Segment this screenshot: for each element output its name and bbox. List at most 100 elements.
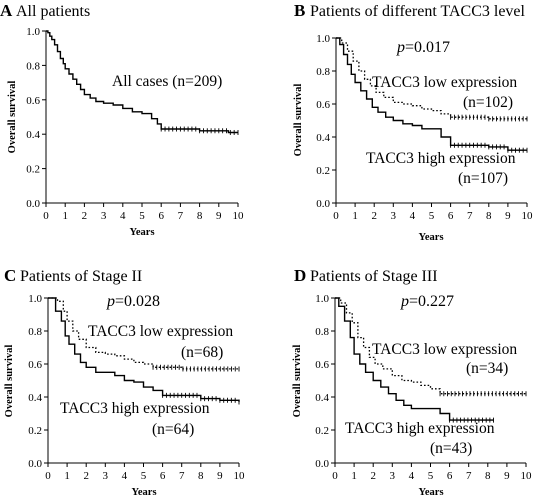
panel-b-pvalue: p=0.017 bbox=[396, 39, 450, 56]
panel-c-y-tick-label: 0.8 bbox=[28, 326, 42, 338]
panel-d-y-tick-label: 1.0 bbox=[315, 293, 329, 305]
panel-c-x-tick-label: 10 bbox=[234, 470, 246, 482]
panel-c-x-tick-label: 8 bbox=[198, 470, 204, 482]
panel-b-high-n: (n=107) bbox=[458, 170, 508, 187]
panel-d-y-tick-label: 0.4 bbox=[315, 392, 329, 404]
panel-letter-d: D bbox=[294, 266, 306, 285]
panel-c-x-tick-label: 1 bbox=[64, 470, 70, 482]
panel-c-high-label: TACC3 high expression bbox=[60, 400, 210, 417]
panel-d-x-tick-label: 2 bbox=[370, 470, 376, 482]
panel-a-x-tick-label: 3 bbox=[101, 210, 107, 222]
panel-a-title: All patients bbox=[16, 3, 90, 20]
panel-b-x-tick-label: 1 bbox=[352, 210, 358, 222]
panel-c-x-axis-title: Years bbox=[131, 487, 156, 498]
panel-a-x-tick-label: 7 bbox=[178, 210, 184, 222]
panel-d-low-n: (n=34) bbox=[466, 360, 508, 377]
panel-c: C Patients of Stage II 0 1 2 3 4 5 6 7 8 9 10 0.0 0… bbox=[4, 266, 245, 498]
panel-a-x-tick-label: 4 bbox=[120, 210, 126, 222]
panel-c-title: Patients of Stage II bbox=[20, 268, 142, 285]
panel-letter-b: B bbox=[294, 1, 305, 20]
panel-d-x-tick-label: 4 bbox=[409, 470, 415, 482]
panel-b-x-tick-label: 7 bbox=[467, 210, 473, 222]
panel-c-y-tick-label: 0.0 bbox=[28, 458, 42, 470]
panel-b-x-tick-label: 10 bbox=[522, 210, 534, 222]
panel-b-x-tick-label: 4 bbox=[410, 210, 416, 222]
panel-b-low-label: TACC3 low expression bbox=[372, 74, 517, 91]
panel-b-x-tick-label: 6 bbox=[448, 210, 454, 222]
panel-a-y-tick-label: 0.8 bbox=[26, 60, 40, 72]
panel-c-pvalue: p=0.028 bbox=[106, 293, 160, 310]
panel-c-high-n: (n=64) bbox=[152, 421, 194, 438]
panel-a-x-tick-label: 6 bbox=[158, 210, 164, 222]
panel-b-y-tick-label: 0.0 bbox=[316, 198, 330, 210]
panel-c-x-tick-label: 9 bbox=[217, 470, 223, 482]
panel-a-x-tick-label: 2 bbox=[82, 210, 88, 222]
panel-b-x-tick-label: 5 bbox=[429, 210, 435, 222]
panel-b: B Patients of different TACC3 level 0 1 2 3… bbox=[293, 1, 533, 243]
panel-d-y-tick-label: 0.0 bbox=[315, 458, 329, 470]
panel-c-low-n: (n=68) bbox=[181, 344, 223, 361]
panel-b-y-axis-title: Overall survival bbox=[293, 84, 304, 157]
panel-d-x-tick-label: 8 bbox=[485, 470, 491, 482]
panel-d-x-tick-label: 10 bbox=[521, 470, 533, 482]
panel-d-y-axis-title: Overall survival bbox=[292, 345, 303, 418]
panel-d: D Patients of Stage III 0 1 2 3 4 5 6 7 8 9 10 0.0… bbox=[292, 266, 532, 498]
panel-b-x-tick-label: 2 bbox=[371, 210, 377, 222]
panel-c-y-tick-label: 0.6 bbox=[28, 359, 42, 371]
panel-c-x-tick-label: 2 bbox=[83, 470, 89, 482]
panel-d-x-tick-label: 0 bbox=[332, 470, 338, 482]
panel-b-y-tick-label: 0.2 bbox=[316, 165, 330, 177]
panel-b-low-n: (n=102) bbox=[463, 94, 513, 111]
panel-d-x-axis-title: Years bbox=[418, 487, 443, 498]
panel-d-high-label: TACC3 high expression bbox=[345, 420, 495, 437]
panel-a-y-tick-label: 0.2 bbox=[26, 164, 40, 176]
panel-a-y-axis-title: Overall survival bbox=[7, 81, 18, 154]
panel-a-y-tick-label: 0.0 bbox=[26, 198, 40, 210]
panel-b-y-tick-label: 1.0 bbox=[316, 33, 330, 45]
panel-c-x-tick-label: 0 bbox=[45, 470, 51, 482]
panel-c-low-label: TACC3 low expression bbox=[88, 323, 233, 340]
panel-c-y-tick-label: 0.2 bbox=[28, 425, 42, 437]
panel-d-x-tick-label: 9 bbox=[504, 470, 510, 482]
panel-b-x-tick-label: 9 bbox=[505, 210, 511, 222]
panel-b-y-tick-label: 0.6 bbox=[316, 99, 330, 111]
panel-a-x-tick-label: 1 bbox=[62, 210, 68, 222]
panel-d-title: Patients of Stage III bbox=[310, 268, 438, 285]
panel-letter-c: C bbox=[4, 266, 16, 285]
panel-c-x-tick-label: 6 bbox=[160, 470, 166, 482]
panel-a: A All patients 0 1 2 3 4 5 6 7 8 9 10 0.0 0.2 0.4 0.6… bbox=[0, 1, 244, 238]
panel-b-x-tick-label: 0 bbox=[333, 210, 339, 222]
panel-a-x-tick-label: 0 bbox=[43, 210, 49, 222]
panel-b-title: Patients of different TACC3 level bbox=[310, 3, 526, 20]
panel-letter-a: A bbox=[0, 1, 13, 20]
panel-c-y-tick-label: 1.0 bbox=[28, 293, 42, 305]
panel-b-x-tick-label: 3 bbox=[391, 210, 397, 222]
panel-d-low-label: TACC3 low expression bbox=[372, 341, 517, 358]
panel-b-y-tick-label: 0.8 bbox=[316, 66, 330, 78]
panel-a-series-label: All cases (n=209) bbox=[112, 73, 222, 90]
panel-c-x-tick-label: 5 bbox=[141, 470, 147, 482]
panel-d-x-tick-label: 7 bbox=[466, 470, 472, 482]
panel-d-x-tick-label: 6 bbox=[447, 470, 453, 482]
panel-c-x-tick-label: 7 bbox=[179, 470, 185, 482]
panel-d-pvalue: p=0.227 bbox=[400, 293, 454, 310]
panel-a-y-tick-label: 1.0 bbox=[26, 26, 40, 38]
panel-a-x-axis-title: Years bbox=[129, 227, 154, 238]
panel-d-high-n: (n=43) bbox=[430, 440, 472, 457]
panel-b-x-axis-title: Years bbox=[418, 232, 443, 243]
panel-a-x-tick-label: 5 bbox=[139, 210, 145, 222]
panel-a-x-tick-label: 8 bbox=[197, 210, 203, 222]
panel-c-x-tick-label: 4 bbox=[122, 470, 128, 482]
panel-d-x-tick-label: 5 bbox=[428, 470, 434, 482]
panel-a-y-tick-label: 0.6 bbox=[26, 95, 40, 107]
panel-d-y-tick-label: 0.6 bbox=[315, 359, 329, 371]
panel-a-x-tick-label: 10 bbox=[233, 210, 245, 222]
panel-c-y-tick-label: 0.4 bbox=[28, 392, 42, 404]
panel-d-x-tick-label: 3 bbox=[390, 470, 396, 482]
panel-d-y-tick-label: 0.8 bbox=[315, 326, 329, 338]
panel-b-high-label: TACC3 high expression bbox=[366, 150, 516, 167]
panel-c-y-axis-title: Overall survival bbox=[4, 345, 15, 418]
panel-a-y-tick-label: 0.4 bbox=[26, 129, 40, 141]
panel-b-x-tick-label: 8 bbox=[486, 210, 492, 222]
